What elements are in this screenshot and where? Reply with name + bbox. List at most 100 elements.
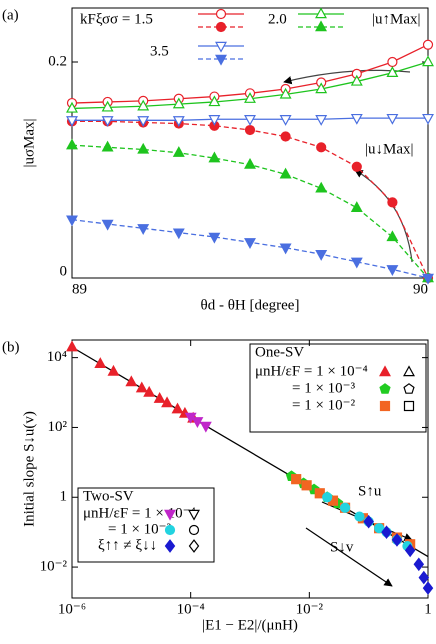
- data-point: [322, 492, 333, 503]
- data-point: [135, 381, 148, 393]
- legend-marker: [164, 539, 176, 553]
- y-axis-label: |uσMax|: [21, 118, 37, 167]
- data-point: [315, 250, 328, 261]
- x-tick-label: 89: [72, 281, 87, 297]
- legend-title: Two-SV: [83, 488, 134, 504]
- data-point: [171, 402, 184, 414]
- legend-box: [249, 343, 427, 433]
- data-point: [279, 167, 292, 179]
- x-tick-label: 10⁻²: [296, 601, 324, 617]
- arrow: [354, 169, 413, 263]
- data-point: [350, 201, 363, 212]
- data-point: [279, 243, 292, 255]
- legend-marker: [188, 509, 200, 521]
- annotation: S↓v: [330, 539, 354, 555]
- legend-label: μnH/εF = 1 × 10⁻⁴: [255, 363, 368, 379]
- legend-label: = 1 × 10⁻²: [292, 397, 356, 413]
- legend-marker: [215, 41, 227, 53]
- data-point: [137, 99, 150, 111]
- data-point: [422, 55, 434, 67]
- data-point: [350, 74, 363, 86]
- data-point: [101, 219, 114, 231]
- panel-label: (b): [2, 339, 20, 355]
- data-point: [101, 140, 114, 152]
- legend-label: 3.5: [150, 43, 169, 59]
- annotation: |u↓Max|: [365, 141, 414, 157]
- data-point: [413, 557, 425, 572]
- annotation: |u↑Max|: [372, 11, 421, 27]
- data-point: [386, 66, 399, 78]
- arrow: [305, 527, 393, 587]
- data-point: [244, 92, 256, 103]
- data-point: [363, 514, 374, 529]
- data-point: [66, 116, 78, 127]
- data-point: [386, 265, 399, 277]
- legend-label: = 1 × 10⁻³: [292, 380, 356, 396]
- legend-label: μnH/εF = 1 × 10⁻⁴: [83, 505, 196, 521]
- data-point: [387, 197, 398, 208]
- legend-marker: [403, 400, 415, 412]
- y-tick-label: 0.2: [48, 53, 67, 69]
- legend-label: = 1 × 10⁻³: [108, 521, 172, 537]
- legend-marker: [188, 524, 200, 536]
- legend-title: One-SV: [255, 344, 304, 360]
- data-point: [279, 87, 292, 99]
- data-point: [66, 138, 78, 150]
- legend-box: [77, 487, 215, 563]
- data-point: [66, 101, 78, 113]
- data-point: [244, 157, 256, 169]
- data-point: [404, 543, 416, 558]
- x-tick-label: 1: [424, 601, 432, 617]
- data-point: [315, 115, 328, 126]
- y-tick-label: 10²: [48, 419, 68, 435]
- data-point: [153, 392, 166, 403]
- data-point: [422, 113, 434, 125]
- annotation: S↑u: [358, 483, 382, 499]
- x-axis-label: |E1 − E2|/(μnH): [202, 617, 298, 633]
- data-point: [137, 224, 150, 235]
- legend-marker: [164, 509, 176, 521]
- data-point: [315, 82, 328, 94]
- data-point: [387, 56, 398, 68]
- data-point: [280, 131, 291, 142]
- data-point: [143, 385, 156, 397]
- data-point: [172, 228, 185, 240]
- legend-marker: [188, 539, 200, 553]
- y-tick-label: 10⁴: [47, 349, 67, 365]
- legend-marker: [215, 54, 227, 66]
- data-point: [350, 113, 363, 125]
- data-point: [386, 113, 399, 125]
- y-tick-label: 0: [60, 263, 68, 279]
- data-point: [422, 39, 434, 50]
- legend-marker: [379, 400, 391, 412]
- x-tick-label: 10⁻⁶: [58, 601, 86, 617]
- data-point: [291, 474, 302, 485]
- data-point: [125, 375, 138, 387]
- data-point: [386, 230, 399, 242]
- legend-marker: [379, 365, 391, 377]
- legend-label: 2.0: [268, 11, 287, 27]
- data-point: [137, 116, 150, 127]
- legend-marker: [215, 21, 227, 33]
- data-point: [350, 257, 363, 269]
- panel-label: (a): [2, 7, 19, 23]
- data-point: [316, 142, 327, 153]
- data-point: [279, 115, 292, 126]
- data-point: [208, 232, 221, 244]
- legend-marker: [215, 8, 227, 20]
- legend-marker: [164, 524, 176, 536]
- legend-marker: [315, 20, 327, 32]
- data-point: [354, 511, 365, 522]
- data-point: [66, 340, 78, 352]
- data-point: [107, 364, 120, 376]
- data-point: [418, 570, 430, 585]
- data-point: [161, 396, 174, 408]
- y-tick-label: 10⁻²: [40, 559, 68, 575]
- data-point: [172, 146, 185, 157]
- legend-marker: [315, 7, 327, 19]
- data-point: [391, 533, 403, 547]
- data-point: [172, 97, 185, 109]
- data-point: [351, 161, 362, 172]
- data-point: [94, 357, 107, 368]
